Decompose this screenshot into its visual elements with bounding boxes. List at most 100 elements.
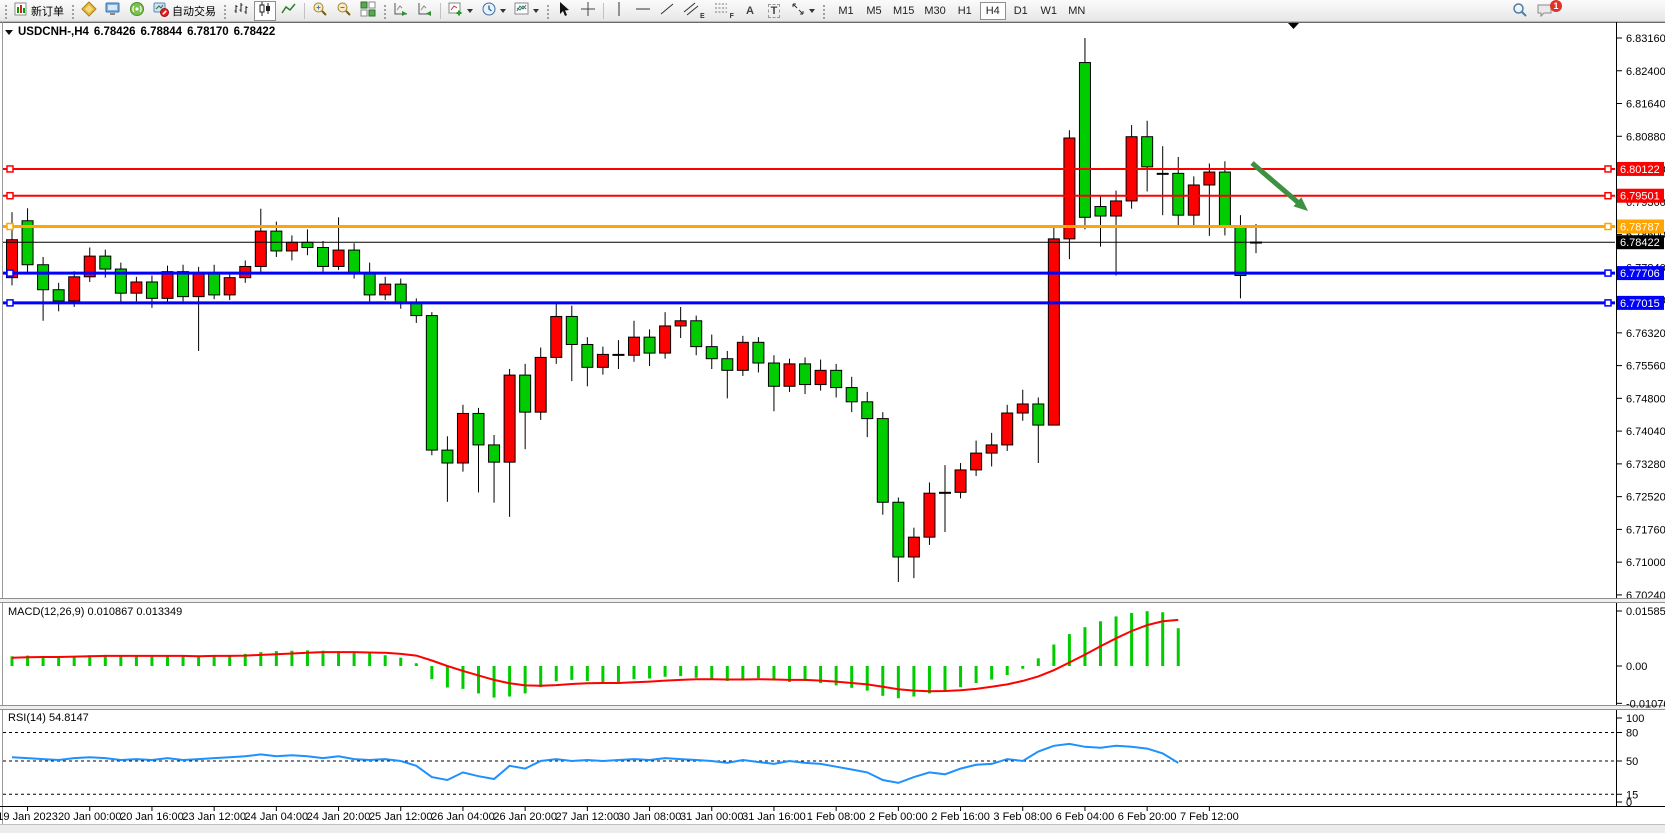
search-button[interactable]: [1509, 1, 1531, 21]
horizontal-line-icon: [635, 2, 651, 19]
price-tick-label: 6.71760: [1626, 524, 1665, 536]
timeframe-d1-button[interactable]: D1: [1008, 2, 1034, 20]
candle-body: [317, 246, 329, 267]
toolbar-grip[interactable]: [545, 2, 550, 19]
terminal-button[interactable]: [102, 1, 124, 21]
candle-chart-button[interactable]: [254, 0, 276, 21]
price-tick-label: 6.76320: [1626, 328, 1665, 340]
candle-body: [1203, 171, 1216, 186]
pane-separator[interactable]: [0, 598, 1665, 602]
toolbar-grip[interactable]: [3, 2, 8, 19]
hline-handle[interactable]: [1604, 165, 1612, 173]
toolbar-grip[interactable]: [382, 2, 387, 19]
notifications-button[interactable]: 1: [1533, 0, 1562, 21]
trendline-button[interactable]: [656, 1, 678, 21]
timeframe-mn-button[interactable]: MN: [1064, 2, 1090, 20]
candle-body: [907, 536, 920, 558]
vertical-line-button[interactable]: [608, 1, 630, 21]
chart-shift-button[interactable]: [414, 1, 436, 21]
time-tick-label: 2 Feb 16:00: [931, 811, 990, 823]
candle-body: [270, 230, 283, 252]
candle-body: [1172, 172, 1185, 216]
open-value: 6.78426: [93, 26, 136, 38]
auto-scroll-button[interactable]: [390, 1, 412, 21]
price-tick-label: 6.75560: [1626, 361, 1665, 373]
candle-body: [1001, 412, 1014, 446]
candle-body: [1141, 136, 1154, 168]
auto-trading-button[interactable]: 自动交易: [150, 1, 219, 21]
candle-body: [954, 469, 967, 493]
hline-handle[interactable]: [1604, 191, 1612, 200]
horizontal-line-button[interactable]: [632, 1, 654, 21]
price-label: 6.77706: [1620, 268, 1660, 280]
macd-axis-label: -0.01076: [1626, 698, 1665, 710]
text-button[interactable]: A: [739, 1, 761, 21]
hline-handle[interactable]: [6, 269, 14, 277]
price-label: 6.80122: [1620, 164, 1660, 176]
close-value: 6.78422: [233, 26, 276, 38]
dropdown-caret-icon: [533, 8, 539, 13]
trend-arrow-head[interactable]: [1293, 197, 1309, 211]
signals-button[interactable]: [126, 1, 148, 21]
crosshair-button[interactable]: [577, 1, 599, 21]
candle-body: [690, 320, 703, 348]
trend-arrow-object[interactable]: [1250, 161, 1303, 208]
text-label-button[interactable]: T: [763, 1, 785, 21]
line-chart-button[interactable]: [278, 1, 300, 21]
indicators-button[interactable]: [445, 1, 476, 21]
zoom-out-button[interactable]: [333, 1, 355, 21]
candle-body: [581, 343, 594, 368]
candle-body: [939, 491, 951, 494]
price-tick-label: 6.83160: [1626, 33, 1665, 45]
candle-chart-icon: [257, 1, 273, 20]
fibonacci-button[interactable]: F: [710, 1, 737, 21]
candle-body: [1187, 184, 1200, 216]
toolbar-grip[interactable]: [820, 2, 826, 19]
hline-handle[interactable]: [6, 165, 14, 173]
candle-body: [68, 276, 81, 302]
bar-chart-button[interactable]: [230, 1, 252, 21]
timeframe-group: M1 M5 M15 M30 H1 H4 D1 W1 MN: [832, 1, 1091, 20]
timeframe-m15-button[interactable]: M15: [889, 2, 918, 20]
time-tick-label: 23 Jan 12:00: [182, 811, 246, 823]
timeframe-m5-button[interactable]: M5: [861, 2, 887, 20]
hline-handle[interactable]: [1604, 222, 1612, 231]
symbol-dropdown-icon[interactable]: [5, 29, 13, 35]
timeframe-w1-button[interactable]: W1: [1036, 2, 1062, 20]
bar-chart-icon: [233, 1, 249, 20]
templates-button[interactable]: [511, 1, 542, 21]
cursor-button[interactable]: [553, 1, 575, 21]
toolbar-grip[interactable]: [222, 2, 227, 19]
pane-separator[interactable]: [0, 705, 1665, 709]
dropdown-caret-icon: [500, 8, 506, 13]
candle-body: [550, 315, 563, 358]
zoom-in-button[interactable]: [309, 1, 331, 21]
hline-handle[interactable]: [6, 191, 14, 200]
signals-icon: [129, 1, 145, 20]
text-tool-icon: A: [745, 4, 754, 17]
timeframe-h1-button[interactable]: H1: [952, 2, 978, 20]
toolbar-grip[interactable]: [70, 2, 75, 19]
candle-body: [441, 449, 454, 464]
candle-body: [301, 241, 314, 248]
periods-clock-icon: [481, 1, 497, 20]
window-bottom-strip: [0, 824, 1665, 833]
hline-handle[interactable]: [1604, 269, 1612, 277]
periods-button[interactable]: [478, 1, 509, 21]
arrows-button[interactable]: [787, 1, 818, 21]
hline-handle[interactable]: [6, 222, 14, 231]
timeframe-h4-button[interactable]: H4: [979, 1, 1006, 20]
timeframe-m1-button[interactable]: M1: [833, 2, 859, 20]
hline-handle[interactable]: [6, 299, 14, 307]
chart-shift-marker[interactable]: [1288, 23, 1299, 29]
tile-windows-button[interactable]: [357, 1, 379, 21]
rsi-pane-label: RSI(14) 54.8147: [8, 712, 89, 724]
hline-handle[interactable]: [1604, 299, 1612, 307]
symbol-label: USDCNH-,H4: [18, 26, 89, 38]
candle-body: [845, 387, 858, 403]
timeframe-m30-button[interactable]: M30: [920, 2, 949, 20]
new-order-button[interactable]: 新订单: [11, 1, 67, 21]
equidistant-channel-button[interactable]: E: [680, 1, 708, 21]
market-watch-button[interactable]: [78, 1, 100, 21]
